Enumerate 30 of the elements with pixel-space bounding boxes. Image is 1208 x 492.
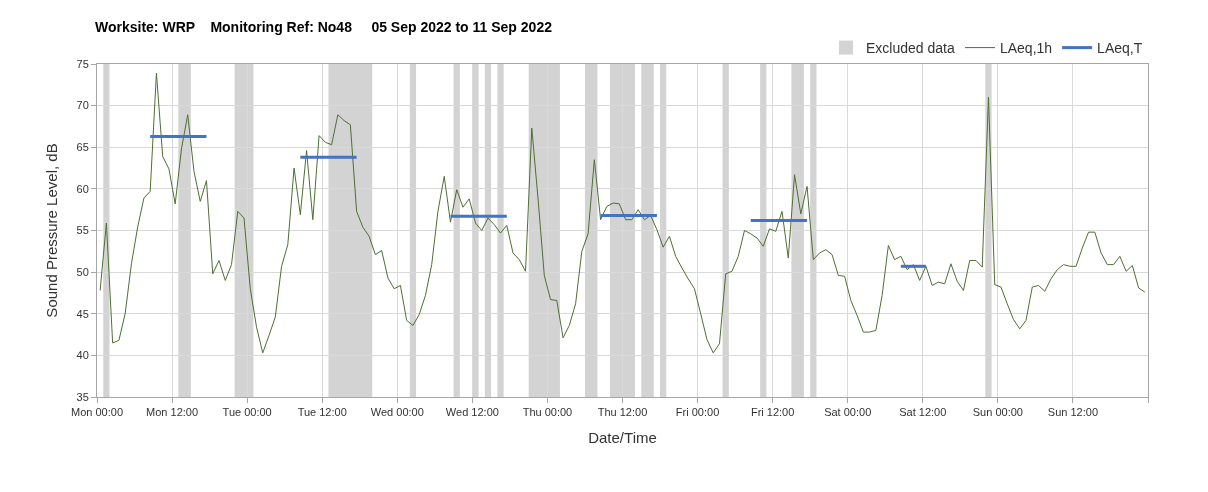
y-tick-label: 70 <box>76 99 89 112</box>
x-tick-label: Wed 12:00 <box>445 406 499 419</box>
y-tick-label: 75 <box>76 57 89 70</box>
y-tick-label: 35 <box>76 390 89 403</box>
x-tick-label: Sun 00:00 <box>972 406 1023 419</box>
legend-label: LAeq,T <box>1097 40 1143 57</box>
y-tick-label: 50 <box>76 265 89 278</box>
y-tick-label: 60 <box>76 182 89 195</box>
x-tick-label: Tue 00:00 <box>222 406 272 419</box>
y-axis-title: Sound Pressure Level, dB <box>42 143 60 318</box>
x-tick-label: Fri 12:00 <box>750 406 795 419</box>
x-axis-title: Date/Time <box>588 429 657 447</box>
x-tick-label: Mon 00:00 <box>71 406 123 419</box>
x-tick-label: Thu 00:00 <box>522 406 573 419</box>
x-tick-label: Tue 12:00 <box>297 406 347 419</box>
y-tick-label: 65 <box>76 141 89 154</box>
x-tick-label: Fri 00:00 <box>675 406 720 419</box>
legend-label: LAeq,1h <box>999 40 1053 57</box>
x-tick-label: Sat 00:00 <box>824 406 872 419</box>
x-tick-label: Sat 12:00 <box>899 406 947 419</box>
y-tick-label: 45 <box>76 307 89 320</box>
x-tick-label: Thu 12:00 <box>597 406 648 419</box>
x-tick-label: Mon 12:00 <box>146 406 199 419</box>
chart-title: Worksite: WRP Monitoring Ref: No48 05 Sep 2022 to 11 Sep 2022 <box>95 18 553 35</box>
x-tick-label: Wed 00:00 <box>370 406 424 419</box>
legend-label: Excluded data <box>866 40 955 57</box>
y-tick-label: 55 <box>76 224 89 237</box>
x-tick-label: Sun 12:00 <box>1047 406 1099 419</box>
y-tick-label: 40 <box>76 349 89 362</box>
line-series <box>99 72 1146 354</box>
